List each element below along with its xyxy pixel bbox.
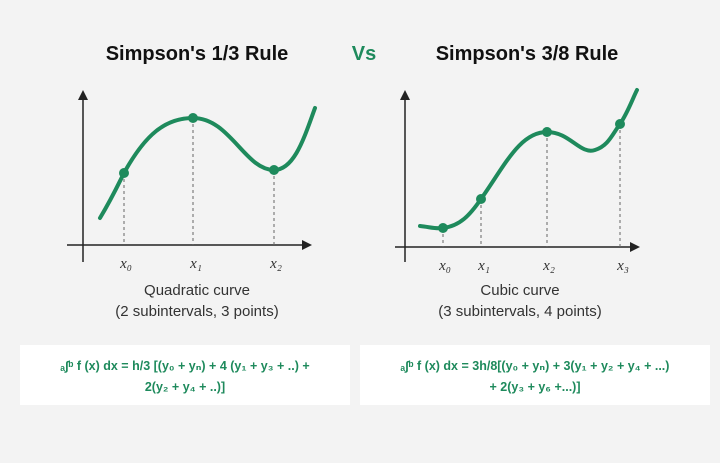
x-label: x₂: [542, 258, 555, 274]
x-label: x₂: [269, 256, 282, 272]
formula: 2(y₂ + y₄ + ..)]: [145, 380, 225, 394]
caption: Cubic curve: [480, 282, 559, 299]
right-title: Simpson's 3/8 Rule: [436, 43, 619, 65]
formula-box: [360, 345, 710, 405]
x-label: x₀: [119, 256, 132, 272]
formula: ₐ∫ᵇ f (x) dx = 3h/8[(y₀ + yₙ) + 3(y₁ + y…: [401, 359, 670, 373]
formula: + 2(y₃ + y₆ +...)]: [489, 380, 580, 394]
subcaption: (2 subintervals, 3 points): [115, 303, 278, 320]
right-graph: [395, 88, 640, 262]
left-title: Simpson's 1/3 Rule: [106, 43, 289, 65]
vs: Vs: [352, 43, 376, 65]
left-graph: [67, 90, 317, 262]
caption: Quadratic curve: [144, 282, 250, 299]
formula-box: [20, 345, 350, 405]
formula: ₐ∫ᵇ f (x) dx = h/3 [(y₀ + yₙ) + 4 (y₁ + …: [60, 359, 309, 373]
subcaption: (3 subintervals, 4 points): [438, 303, 601, 320]
x-label: x₁: [477, 258, 490, 274]
x-label: x₁: [189, 256, 202, 272]
x-label: x₀: [438, 258, 451, 274]
x-label: x₃: [616, 258, 629, 274]
